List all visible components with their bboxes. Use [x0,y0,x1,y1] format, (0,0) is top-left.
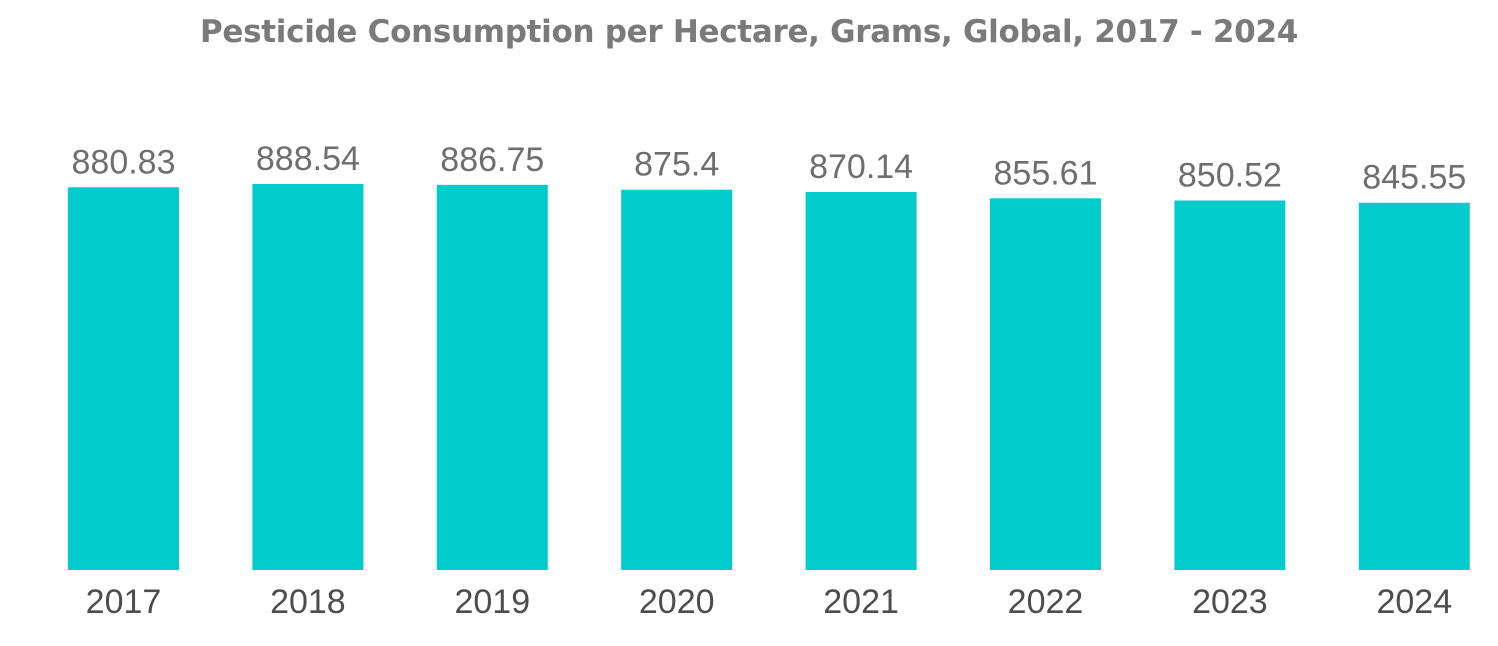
x-tick-label-2019: 2019 [454,583,530,621]
x-axis-tick-labels: 2017 2018 2019 2020 2021 2022 2023 2024 [86,583,1452,621]
bar-2022 [990,198,1101,571]
bar-2024 [1358,202,1470,570]
value-label-2020: 875.4 [634,146,719,184]
x-tick-label-2018: 2018 [270,583,346,621]
x-tick-label-2020: 2020 [639,583,715,621]
x-tick-label-2024: 2024 [1376,583,1452,621]
chart-title: Pesticide Consumption per Hectare, Grams… [199,14,1298,50]
x-tick-label-2023: 2023 [1192,583,1268,621]
bar-2021 [805,192,917,570]
bar-2023 [1174,200,1286,570]
x-tick-label-2022: 2022 [1008,583,1084,621]
x-tick-label-2017: 2017 [86,583,162,621]
bar-2017 [68,187,179,571]
bar-2020 [621,189,733,570]
value-label-2023: 850.52 [1178,157,1282,195]
bar-2018 [252,184,364,570]
x-tick-label-2021: 2021 [823,583,899,621]
value-label-2019: 886.75 [440,141,544,179]
value-label-2024: 845.55 [1362,159,1466,197]
bars-layer [68,184,1470,571]
value-labels-layer: 880.83 888.54 886.75 875.4 870.14 855.61 850.5… [72,140,1467,197]
bar-2019 [436,184,548,571]
value-label-2017: 880.83 [72,143,176,181]
value-label-2018: 888.54 [256,140,360,178]
value-label-2021: 870.14 [809,148,913,186]
value-label-2022: 855.61 [994,154,1098,192]
